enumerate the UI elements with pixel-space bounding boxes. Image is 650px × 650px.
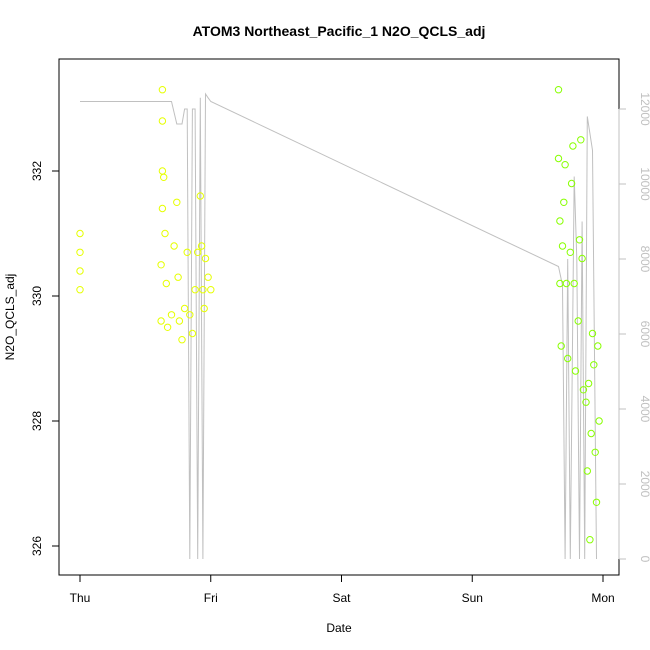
right-y-tick-label: 0: [638, 556, 650, 563]
data-point: [586, 536, 594, 544]
right-y-tick-label: 10000: [638, 167, 650, 201]
data-point: [178, 336, 186, 344]
x-tick-label: Mon: [591, 591, 614, 605]
data-point: [575, 236, 584, 244]
data-point: [160, 173, 168, 182]
data-point: [201, 254, 210, 263]
data-point: [158, 167, 167, 175]
plot-frame: [58, 58, 620, 576]
data-point: [584, 379, 593, 388]
data-point: [191, 286, 199, 294]
data-point: [590, 361, 598, 369]
right-y-tick-label: 2000: [638, 471, 650, 498]
data-point: [594, 342, 602, 350]
x-tick-label: Sun: [462, 591, 483, 605]
x-axis-label: Date: [326, 621, 352, 635]
y-tick-label: 326: [30, 536, 44, 556]
data-point: [567, 179, 576, 188]
right-y-tick-label: 4000: [638, 396, 650, 423]
data-point: [591, 448, 599, 456]
y-tick-label: 330: [30, 286, 44, 306]
data-point: [587, 429, 595, 438]
data-point: [592, 498, 601, 506]
data-point: [588, 329, 597, 338]
y-axis: 326 328 330 332: [30, 161, 60, 556]
data-point: [175, 317, 184, 325]
data-point: [560, 198, 568, 207]
data-point: [173, 198, 181, 207]
data-point: [158, 117, 167, 125]
altitude-line-series: [80, 92, 597, 560]
data-point: [76, 286, 84, 294]
data-point: [183, 248, 191, 257]
data-point: [570, 279, 578, 288]
x-axis: Thu Fri Sat Sun Mon: [70, 574, 615, 605]
data-point: [558, 242, 567, 250]
data-point: [194, 248, 202, 257]
data-point: [174, 273, 182, 281]
data-point: [157, 317, 165, 325]
data-point: [180, 304, 189, 313]
data-point: [554, 86, 563, 94]
right-y-tick-label: 8000: [638, 246, 650, 273]
data-point: [186, 311, 194, 319]
y-tick-label: 328: [30, 411, 44, 431]
data-point: [562, 279, 571, 288]
data-point: [199, 286, 207, 294]
data-point: [557, 342, 565, 350]
data-point: [561, 161, 569, 169]
chart-title: ATOM3 Northeast_Pacific_1 N2O_QCLS_adj: [193, 23, 486, 39]
data-point: [158, 204, 167, 213]
data-point: [167, 311, 176, 319]
n2o-points-series: [76, 86, 603, 544]
data-point: [204, 273, 212, 281]
data-point: [566, 248, 574, 257]
right-y-axis: 0 2000 4000 6000 8000 10000 12000: [618, 92, 650, 563]
x-tick-label: Thu: [70, 591, 91, 605]
data-point: [196, 192, 205, 200]
y-axis-label: N2O_QCLS_adj: [3, 274, 17, 361]
x-tick-label: Fri: [204, 591, 218, 605]
data-point: [579, 386, 588, 394]
altitude-line: [80, 92, 597, 560]
data-point: [564, 354, 572, 363]
data-point: [595, 417, 603, 425]
data-point: [158, 86, 167, 94]
right-y-tick-label: 6000: [638, 321, 650, 348]
data-point: [76, 229, 84, 238]
data-point: [578, 254, 586, 263]
data-point: [76, 248, 84, 257]
data-point: [577, 136, 585, 144]
data-point: [207, 286, 215, 294]
data-point: [188, 329, 197, 338]
data-point: [554, 154, 563, 163]
data-point: [556, 217, 564, 225]
data-point: [162, 279, 171, 288]
data-point: [157, 261, 165, 269]
data-point: [170, 242, 178, 250]
right-y-tick-label: 12000: [638, 92, 650, 126]
data-point: [161, 229, 169, 238]
data-point: [583, 467, 591, 475]
y-tick-label: 332: [30, 161, 44, 181]
data-point: [571, 367, 580, 375]
data-point: [76, 267, 84, 275]
data-point: [163, 323, 172, 331]
data-point: [582, 398, 590, 406]
data-point: [200, 304, 208, 313]
data-point: [569, 142, 577, 150]
data-point: [197, 242, 206, 250]
data-point: [574, 317, 582, 325]
x-tick-label: Sat: [332, 591, 351, 605]
